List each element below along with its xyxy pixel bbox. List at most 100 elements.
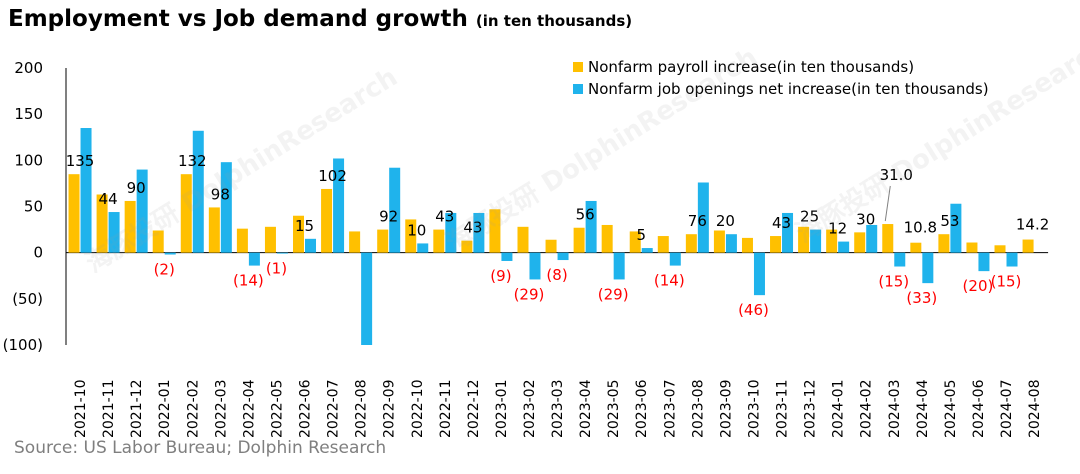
openings-data-label: (2) (154, 261, 175, 279)
y-tick-label: 200 (14, 59, 43, 77)
openings-bar (753, 252, 765, 296)
openings-bar (136, 169, 148, 253)
payroll-bar (489, 209, 501, 253)
payroll-bar (68, 174, 80, 253)
openings-data-label: 5 (636, 226, 646, 244)
x-tick-label: 2023-04 (578, 379, 594, 438)
openings-data-label: 76 (688, 212, 707, 230)
openings-bar (950, 203, 962, 253)
payroll-bar (770, 236, 782, 253)
payroll-bar (910, 242, 922, 253)
openings-data-label: 43 (435, 208, 454, 226)
openings-data-label: (29) (514, 285, 545, 303)
openings-data-label: 43 (772, 214, 791, 232)
y-tick-label: 100 (14, 151, 43, 169)
legend-label-payroll: Nonfarm payroll increase(in ten thousand… (588, 58, 915, 76)
openings-data-label: (15) (878, 273, 909, 291)
x-tick-label: 2022-10 (410, 380, 426, 439)
payroll-bar (854, 232, 866, 253)
x-tick-label: 2021-11 (101, 380, 117, 439)
x-tick-label: 2024-02 (859, 380, 875, 439)
payroll-bar (96, 194, 108, 253)
payroll-bar (573, 227, 585, 253)
openings-bar (248, 252, 260, 266)
x-tick-label: 2022-07 (326, 380, 342, 439)
openings-data-label: 135 (66, 152, 95, 170)
openings-bar (276, 252, 288, 254)
openings-data-label: 53 (940, 212, 959, 230)
y-tick-label: (100) (3, 336, 43, 354)
openings-bar (978, 252, 990, 272)
x-tick-label: 2023-11 (775, 380, 791, 439)
x-tick-label: 2023-01 (494, 380, 510, 439)
x-tick-label: 2023-08 (690, 380, 706, 439)
openings-bar (473, 212, 485, 253)
payroll-bar (1022, 239, 1034, 253)
openings-data-label: 56 (576, 206, 595, 224)
x-tick-label: 2023-07 (662, 380, 678, 439)
chart-legend: Nonfarm payroll increase(in ten thousand… (573, 56, 989, 100)
openings-bar (810, 229, 822, 253)
openings-bar (838, 241, 850, 253)
x-tick-label: 2024-04 (915, 379, 931, 438)
payroll-bar (433, 229, 445, 253)
x-tick-label: 2022-06 (298, 379, 314, 438)
x-tick-label: 2021-12 (129, 380, 145, 439)
legend-swatch-openings (573, 84, 583, 94)
x-tick-label: 2022-05 (269, 380, 285, 439)
openings-data-label: 10 (407, 221, 426, 239)
x-tick-label: 2022-03 (213, 380, 229, 439)
openings-bar (725, 234, 737, 253)
payroll-bar (349, 231, 361, 253)
payroll-label-leader (884, 185, 891, 222)
openings-bar (333, 158, 345, 253)
openings-bar (866, 224, 878, 253)
x-tick-label: 2024-03 (887, 380, 903, 439)
openings-data-label: 92 (379, 208, 398, 226)
source-note: Source: US Labor Bureau; Dolphin Researc… (14, 438, 387, 458)
openings-data-label: (1) (266, 260, 287, 278)
openings-data-label: 98 (211, 185, 230, 203)
openings-bar (417, 243, 429, 253)
openings-bar (389, 167, 401, 253)
payroll-data-label: 14.2 (1016, 216, 1049, 234)
legend-item-openings: Nonfarm job openings net increase(in ten… (573, 78, 989, 100)
openings-bar (529, 252, 541, 280)
y-tick-label: (50) (12, 290, 43, 308)
openings-bar (445, 212, 457, 253)
payroll-bar (180, 174, 192, 253)
openings-bar (305, 238, 317, 253)
legend-item-payroll: Nonfarm payroll increase(in ten thousand… (573, 56, 989, 78)
openings-data-label: 12 (828, 220, 847, 238)
payroll-bar (657, 236, 669, 253)
openings-data-label: 20 (716, 212, 735, 230)
openings-bar (585, 200, 597, 253)
openings-bar (557, 252, 569, 261)
openings-bar (782, 212, 794, 253)
openings-bar (80, 128, 92, 253)
payroll-bar (741, 237, 753, 253)
payroll-bar (124, 200, 136, 253)
openings-bar (641, 248, 653, 253)
payroll-bar (377, 229, 389, 253)
openings-data-label: (14) (654, 272, 685, 290)
payroll-bar (601, 224, 613, 253)
x-tick-label: 2023-12 (803, 380, 819, 439)
openings-data-label: (8) (546, 266, 567, 284)
openings-data-label: 102 (318, 167, 347, 185)
x-tick-label: 2024-07 (999, 380, 1015, 439)
x-tick-label: 2023-10 (746, 380, 762, 439)
openings-data-label: 43 (463, 219, 482, 237)
x-tick-label: 2022-08 (354, 380, 370, 439)
openings-data-label: 25 (800, 208, 819, 226)
x-tick-label: 2022-01 (157, 380, 173, 439)
openings-data-label: 90 (127, 179, 146, 197)
openings-data-label: (20) (963, 277, 994, 295)
payroll-bar (264, 226, 276, 253)
y-tick-label: 50 (24, 198, 43, 216)
openings-bar (894, 252, 906, 267)
openings-bar (164, 252, 176, 255)
x-tick-label: 2023-02 (522, 380, 538, 439)
openings-bar (922, 252, 934, 284)
x-tick-label: 2021-10 (73, 380, 89, 439)
